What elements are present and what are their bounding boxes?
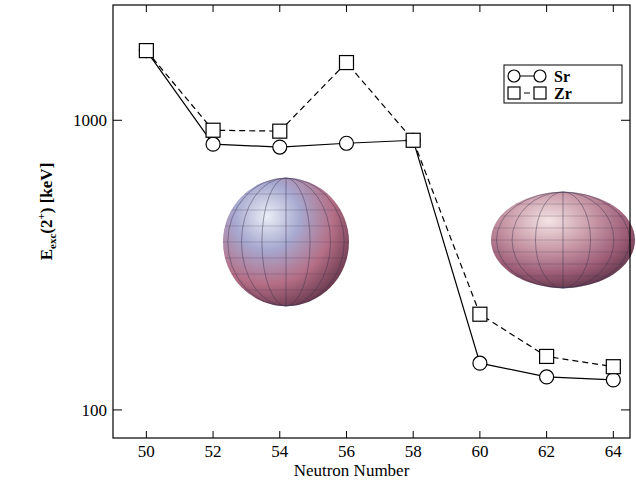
data-point bbox=[540, 370, 554, 384]
x-tick bbox=[146, 431, 147, 438]
x-tick-top bbox=[146, 5, 147, 12]
data-point bbox=[206, 137, 220, 151]
sphere-parallel bbox=[244, 290, 327, 291]
sphere bbox=[223, 178, 349, 306]
y-tick bbox=[113, 120, 122, 121]
legend: SrZr bbox=[504, 65, 622, 103]
ellipsoid-parallel bbox=[501, 264, 626, 265]
data-point bbox=[339, 56, 353, 70]
x-tick bbox=[546, 431, 547, 438]
sphere-parallel bbox=[225, 226, 347, 227]
x-tick bbox=[213, 431, 214, 438]
sphere-body bbox=[223, 178, 349, 306]
y-tick-label: 100 bbox=[82, 401, 108, 420]
y-tick-right bbox=[621, 409, 630, 410]
data-point bbox=[139, 44, 153, 58]
x-tick-top bbox=[279, 5, 280, 12]
sphere-parallel bbox=[231, 274, 340, 275]
data-point bbox=[273, 140, 287, 154]
x-tick bbox=[279, 431, 280, 438]
x-tick-top bbox=[213, 5, 214, 12]
legend-label: Zr bbox=[554, 85, 572, 102]
sphere-parallel bbox=[225, 258, 347, 259]
ellipsoid-parallel bbox=[493, 228, 632, 229]
data-point bbox=[139, 44, 153, 58]
x-tick-top bbox=[546, 5, 547, 12]
x-tick-top bbox=[613, 5, 614, 12]
x-tick-top bbox=[479, 5, 480, 12]
data-point bbox=[473, 307, 487, 321]
x-tick-label: 54 bbox=[271, 442, 289, 461]
x-tick bbox=[413, 431, 414, 438]
ellipsoid-parallel bbox=[491, 240, 635, 241]
ellipsoid-parallel bbox=[515, 276, 610, 277]
x-tick-label: 52 bbox=[205, 442, 222, 461]
x-tick-label: 58 bbox=[405, 442, 422, 461]
legend-marker bbox=[534, 70, 546, 82]
x-tick bbox=[346, 431, 347, 438]
x-tick-label: 56 bbox=[338, 442, 355, 461]
data-point bbox=[606, 373, 620, 387]
x-tick bbox=[613, 431, 614, 438]
legend-marker bbox=[508, 87, 520, 99]
data-point bbox=[273, 124, 287, 138]
y-axis-title: Eexc(2+) [keV] bbox=[35, 163, 58, 261]
data-point bbox=[206, 123, 220, 137]
plot-frame bbox=[113, 5, 630, 438]
ellipsoid-parallel bbox=[515, 204, 610, 205]
sphere-parallel bbox=[244, 194, 327, 195]
y-tick-right bbox=[621, 120, 630, 121]
ellipsoid-body bbox=[491, 192, 635, 288]
data-point bbox=[406, 133, 420, 147]
data-point bbox=[473, 356, 487, 370]
chart: 50 52 54 56 58 60 62 64 100 1000 Neutron Number Eex… bbox=[0, 0, 636, 496]
legend-marker bbox=[534, 87, 546, 99]
ellipsoid bbox=[491, 192, 635, 288]
x-tick-top bbox=[413, 5, 414, 12]
x-tick-label: 50 bbox=[138, 442, 155, 461]
sphere-parallel bbox=[231, 210, 340, 211]
x-tick bbox=[479, 431, 480, 438]
x-tick-top bbox=[346, 5, 347, 12]
data-point bbox=[406, 133, 420, 147]
data-point bbox=[540, 349, 554, 363]
ellipsoid-parallel bbox=[493, 252, 632, 253]
ellipsoid-parallel bbox=[501, 216, 626, 217]
x-tick-label: 62 bbox=[538, 442, 555, 461]
legend-box bbox=[504, 65, 622, 103]
legend-label: Sr bbox=[554, 68, 570, 85]
series-line bbox=[146, 51, 613, 367]
x-tick-label: 64 bbox=[605, 442, 623, 461]
data-point bbox=[339, 136, 353, 150]
x-tick-label: 60 bbox=[471, 442, 488, 461]
x-axis-title: Neutron Number bbox=[294, 461, 410, 480]
sphere-parallel bbox=[223, 242, 349, 243]
y-tick bbox=[113, 409, 122, 410]
y-tick-label: 1000 bbox=[73, 111, 107, 130]
legend-marker bbox=[508, 70, 520, 82]
data-point bbox=[606, 360, 620, 374]
